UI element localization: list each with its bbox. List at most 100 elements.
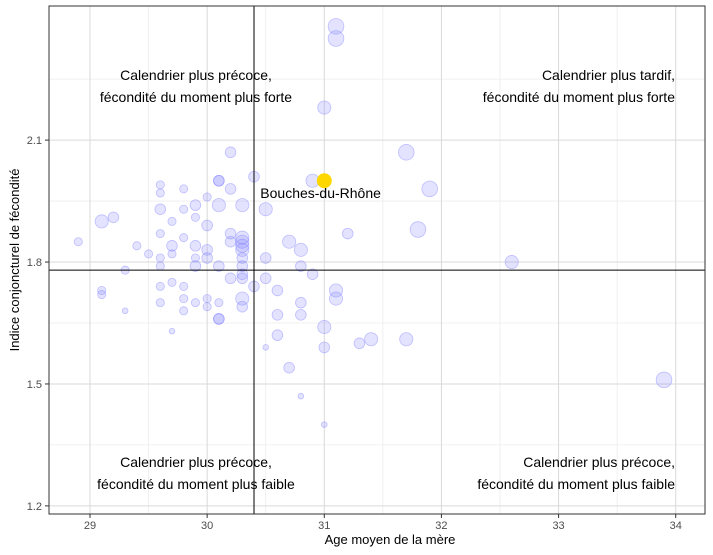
data-point: [155, 180, 165, 190]
x-axis-ticks: 29 30 31 32 33 34: [84, 514, 682, 532]
data-point: [179, 184, 189, 194]
data-point: [97, 285, 107, 295]
data-point: [262, 344, 269, 351]
data-point: [504, 255, 519, 270]
y-tick-label: 1.2: [27, 501, 42, 513]
data-point: [295, 296, 307, 309]
data-point: [224, 235, 237, 248]
data-point: [295, 260, 307, 272]
data-point: [189, 240, 202, 252]
data-point: [97, 290, 107, 300]
quadrant-top-right-line2: fécondité du moment plus forte: [483, 89, 675, 105]
data-point: [179, 294, 189, 304]
data-point: [155, 298, 165, 308]
data-point: [224, 227, 237, 240]
data-point: [353, 337, 366, 350]
data-point: [236, 300, 249, 313]
x-tick-label: 32: [435, 520, 447, 532]
y-axis-title: Indice conjoncturel de fécondité: [7, 169, 22, 352]
quadrant-top-right-line1: Calendrier plus tardif,: [542, 67, 675, 83]
data-point: [317, 100, 332, 115]
data-point: [155, 261, 165, 271]
x-tick-label: 30: [201, 520, 213, 532]
data-point: [168, 327, 176, 335]
data-point: [224, 272, 237, 285]
quadrant-top-left-line1: Calendrier plus précoce,: [120, 67, 272, 83]
plot-panel-background: [49, 6, 705, 514]
data-point: [179, 306, 189, 316]
quadrant-bottom-left-line1: Calendrier plus précoce,: [120, 454, 272, 470]
data-point: [144, 249, 154, 259]
data-point: [202, 302, 212, 312]
data-point: [213, 175, 225, 187]
data-point: [213, 313, 225, 325]
x-tick-label: 31: [318, 520, 330, 532]
data-point: [179, 281, 189, 291]
data-point: [224, 183, 237, 195]
data-point: [306, 268, 319, 280]
data-point: [167, 277, 177, 287]
plot-panel-border: [48, 5, 706, 515]
data-point: [236, 272, 249, 285]
data-point: [283, 361, 295, 374]
data-point: [655, 371, 673, 389]
highlight-label: Bouches-du-Rhône: [260, 185, 381, 201]
data-point: [317, 320, 332, 335]
data-point: [235, 238, 250, 253]
data-point: [155, 229, 165, 239]
data-point: [189, 260, 202, 272]
data-point: [202, 294, 212, 304]
data-point: [154, 203, 167, 215]
data-point: [166, 240, 178, 252]
data-point: [235, 234, 250, 249]
quadrant-bottom-right-line2: fécondité du moment plus faible: [477, 476, 675, 492]
data-point: [399, 332, 414, 347]
quadrant-bottom-right-line1: Calendrier plus précoce,: [523, 454, 675, 470]
x-axis-title: Age moyen de la mère: [325, 532, 456, 547]
data-point: [213, 175, 225, 187]
data-point: [327, 30, 345, 47]
data-point: [94, 214, 109, 229]
x-tick-label: 29: [84, 520, 96, 532]
data-point: [201, 252, 213, 264]
data-point: [282, 234, 297, 249]
data-point: [190, 298, 200, 308]
data-point: [201, 219, 213, 232]
quadrant-top-left-line2: fécondité du moment plus forte: [100, 89, 292, 105]
quadrant-bottom-left-line2: fécondité du moment plus faible: [97, 476, 295, 492]
data-point: [211, 198, 226, 213]
data-point: [190, 253, 200, 263]
x-tick-label: 33: [552, 520, 564, 532]
quadrant-labels: Calendrier plus précoce, fécondité du mo…: [97, 67, 675, 492]
reference-lines: [49, 6, 705, 514]
data-point: [213, 313, 225, 325]
y-tick-label: 2.1: [27, 135, 42, 147]
data-point: [295, 309, 307, 321]
data-points: [73, 18, 673, 428]
data-point: [321, 421, 328, 428]
data-point: [213, 260, 225, 272]
data-point: [155, 188, 165, 198]
data-point: [235, 230, 250, 245]
data-point: [132, 241, 142, 251]
data-point: [235, 198, 250, 213]
data-point: [236, 268, 249, 280]
data-point: [271, 329, 284, 341]
data-point: [258, 202, 273, 217]
data-point: [271, 284, 284, 297]
data-point: [121, 307, 129, 315]
data-point: [201, 244, 213, 256]
data-point: [259, 272, 272, 285]
data-point: [328, 291, 343, 306]
data-point: [297, 392, 305, 400]
data-point: [327, 18, 345, 35]
highlight-group: Bouches-du-Rhône: [260, 173, 381, 201]
data-point: [155, 253, 165, 263]
data-point: [107, 211, 120, 224]
data-point: [73, 237, 83, 247]
data-point: [271, 309, 284, 321]
data-point: [179, 204, 189, 214]
data-point: [235, 291, 250, 306]
y-tick-label: 1.5: [27, 379, 42, 391]
